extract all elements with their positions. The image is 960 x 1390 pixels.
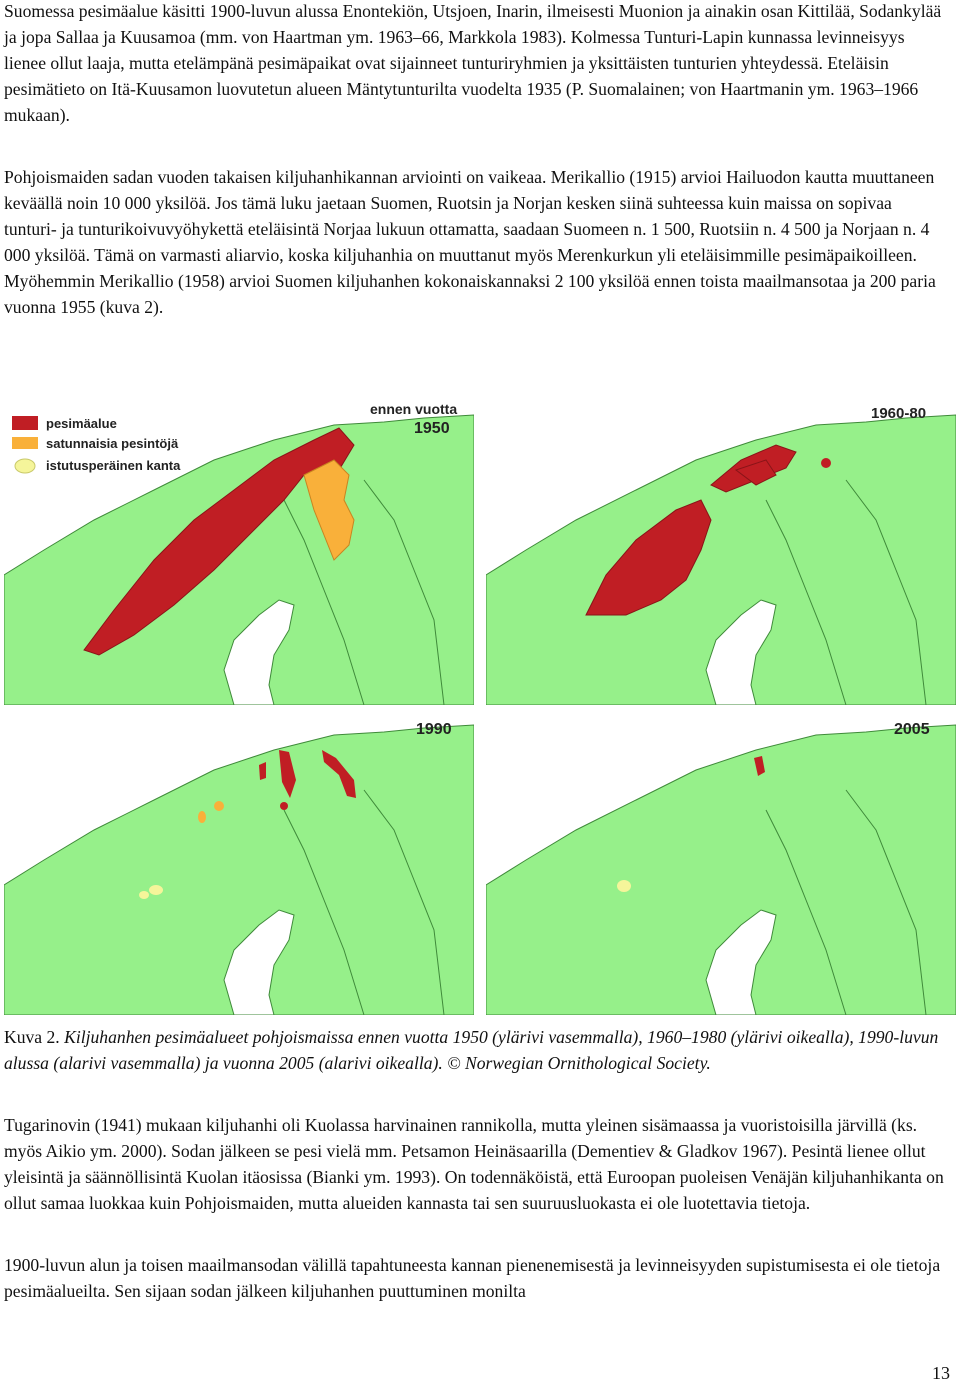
occasional-area [198, 811, 206, 823]
paragraph-2: Pohjoismaiden sadan vuoden takaisen kilj… [4, 167, 936, 317]
land-mass [4, 724, 474, 1015]
breeding-area [280, 802, 288, 810]
reintroduced-area [139, 891, 149, 899]
legend-swatch-occasional [12, 437, 38, 449]
border-line [765, 499, 847, 705]
caption-credit: Norwegian Ornithological Society. [465, 1053, 711, 1073]
map2-label: 1960-80 [871, 405, 926, 422]
legend-breeding: pesimäalue [46, 416, 117, 431]
caption-prefix: Kuva 2. [4, 1027, 60, 1047]
border-line [363, 789, 445, 1015]
breeding-area [821, 458, 831, 468]
occasional-area [214, 801, 224, 811]
map1-label-line2: 1950 [414, 420, 450, 437]
map4-label: 2005 [894, 721, 930, 738]
legend-occasional: satunnaisia pesintöjä [46, 436, 179, 451]
breeding-area [734, 459, 777, 486]
legend-swatch-reintroduced [14, 458, 36, 474]
caption-text: Kiljuhanhen pesimäalueet pohjoismaissa e… [4, 1027, 939, 1073]
page-number: 13 [932, 1363, 950, 1383]
land-mass [486, 724, 956, 1015]
breeding-area [279, 750, 296, 798]
land-mass [486, 414, 956, 705]
map-1990: 1990 [4, 710, 474, 1015]
gulf-of-bothnia [705, 909, 777, 1015]
gulf-of-bothnia [223, 909, 295, 1015]
reintroduced-area [617, 880, 631, 892]
paragraph-4: 1900-luvun alun ja toisen maailmansodan … [4, 1255, 941, 1301]
occasional-area [303, 459, 355, 561]
map-2005: 2005 [486, 710, 956, 1015]
copyright-symbol: © [447, 1053, 461, 1073]
map1-label-line1: ennen vuotta [370, 401, 457, 417]
paragraph-3: Tugarinovin (1941) mukaan kiljuhanhi oli… [4, 1115, 944, 1213]
reintroduced-area [149, 885, 163, 895]
map3-label: 1990 [416, 721, 452, 738]
breeding-area [322, 750, 356, 798]
breeding-area [83, 427, 355, 656]
figure-caption: Kuva 2. Kiljuhanhen pesimäalueet pohjois… [4, 1024, 944, 1076]
gulf-of-bothnia [705, 599, 777, 705]
border-line [765, 809, 847, 1015]
border-line [363, 479, 445, 705]
legend-reintroduced: istutusperäinen kanta [46, 458, 181, 473]
gulf-of-bothnia [223, 599, 295, 705]
border-line [283, 809, 365, 1015]
paragraph-1: Suomessa pesimäalue käsitti 1900-luvun a… [4, 1, 942, 125]
map-before-1950: pesimäalue satunnaisia pesintöjä istutus… [4, 400, 474, 705]
breeding-area [259, 762, 266, 780]
breeding-area [585, 499, 712, 616]
map-1960-80: 1960-80 [486, 400, 956, 705]
border-line [845, 789, 927, 1015]
breeding-area [754, 756, 765, 776]
border-line [283, 499, 365, 705]
border-line [845, 479, 927, 705]
legend-swatch-breeding [12, 416, 38, 430]
